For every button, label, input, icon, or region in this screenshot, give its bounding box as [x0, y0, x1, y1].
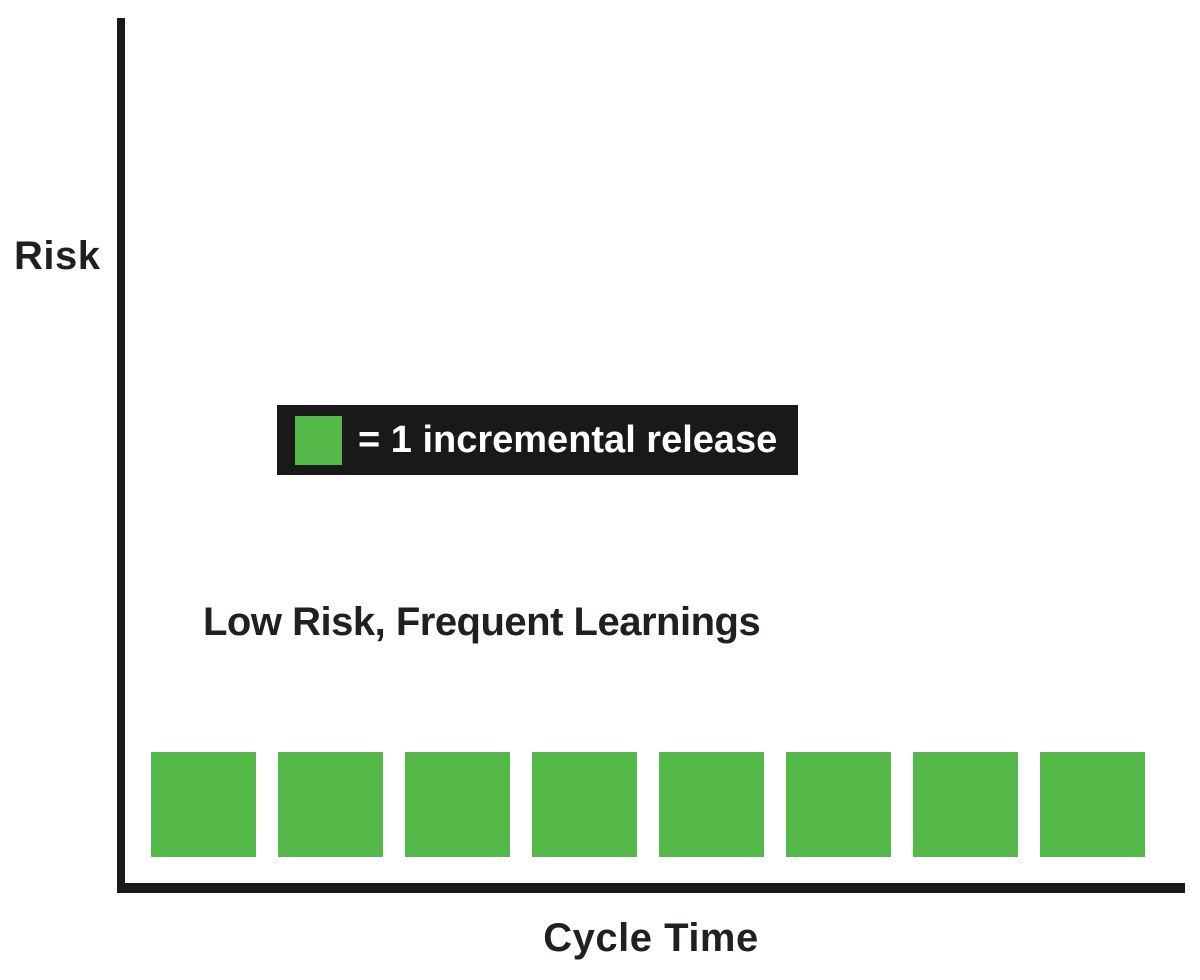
release-square — [532, 752, 637, 857]
x-axis-line — [117, 883, 1185, 893]
release-square — [405, 752, 510, 857]
legend-box: = 1 incremental release — [277, 405, 798, 475]
y-axis-label: Risk — [14, 234, 101, 278]
legend-swatch-icon — [295, 415, 342, 465]
release-squares-row — [151, 752, 1145, 857]
release-square — [659, 752, 764, 857]
release-square — [786, 752, 891, 857]
annotation-low-risk: Low Risk, Frequent Learnings — [203, 600, 761, 644]
y-axis-line — [117, 18, 125, 893]
legend-label: = 1 incremental release — [358, 418, 778, 461]
x-axis-label: Cycle Time — [543, 916, 759, 960]
release-square — [278, 752, 383, 857]
release-square — [1040, 752, 1145, 857]
release-square — [913, 752, 1018, 857]
release-square — [151, 752, 256, 857]
